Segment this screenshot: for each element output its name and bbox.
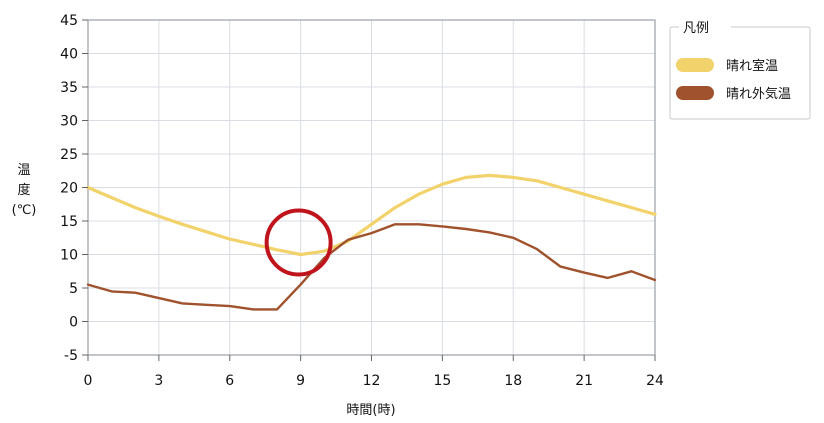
- x-axis-title: 時間(時): [346, 403, 395, 418]
- legend-label-room-temp: 晴れ室温: [726, 58, 778, 74]
- x-tick-label: 21: [575, 373, 593, 389]
- highlight-circle: [264, 208, 333, 277]
- y-axis-title: 温 度 (℃): [12, 163, 37, 218]
- x-tick-label: 6: [225, 373, 234, 389]
- y-tick-label: 45: [60, 13, 78, 29]
- y-tick-label: 10: [60, 248, 78, 264]
- x-tick-label: 0: [84, 373, 93, 389]
- axis-layer: -5 0 5 10 15 20 25 30 35 40 45 0 3 6 9 12 15 18 21 24: [60, 13, 664, 389]
- x-tick-label: 24: [646, 373, 664, 389]
- y-tick-label: 15: [60, 214, 78, 230]
- series-line-room-temp: [86, 173, 657, 257]
- y-tick-label: 25: [60, 147, 78, 163]
- series-line-outdoor-temp: [86, 223, 657, 311]
- x-tick-label: 18: [504, 373, 522, 389]
- y-tick-label: 35: [60, 80, 78, 96]
- legend-swatch-outdoor-temp: [676, 86, 714, 100]
- y-tick-label: 0: [69, 315, 78, 331]
- legend-label-outdoor-temp: 晴れ外気温: [726, 86, 791, 102]
- y-axis-title-line: 温: [17, 163, 30, 178]
- x-tick-label: 15: [433, 373, 451, 389]
- legend-swatch-room-temp: [676, 58, 714, 72]
- x-tick-label: 3: [154, 373, 163, 389]
- legend-title-bg: [679, 20, 731, 34]
- y-tick-label: 5: [69, 281, 78, 297]
- y-tick-label: 20: [60, 181, 78, 197]
- series-layer: [86, 173, 657, 311]
- annotation-layer: [264, 208, 333, 277]
- y-tick-label: 30: [60, 114, 78, 130]
- y-axis-title-line: (℃): [12, 203, 37, 218]
- y-tick-label: -5: [64, 348, 78, 364]
- x-tick-label: 12: [363, 373, 381, 389]
- y-tick-label: 40: [60, 47, 78, 63]
- x-tick-label: 9: [296, 373, 305, 389]
- legend-title: 凡例: [683, 21, 709, 36]
- legend: 凡例 晴れ室温 晴れ外気温: [669, 20, 811, 120]
- y-axis-title-line: 度: [17, 182, 30, 198]
